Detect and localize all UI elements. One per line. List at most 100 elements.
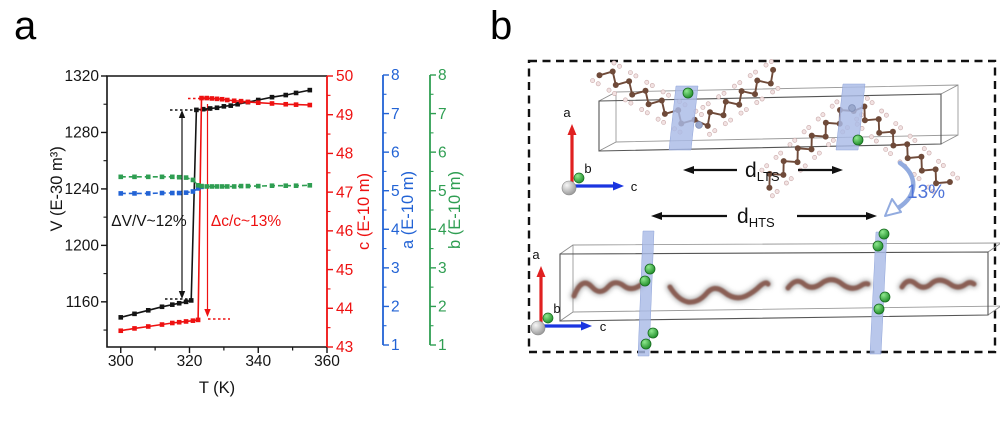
c-atom [808, 132, 815, 139]
h-atom [787, 142, 793, 147]
h-atom [869, 134, 874, 140]
d-hts-label: dHTS [737, 205, 775, 230]
h-atom [737, 80, 743, 86]
h-atom [722, 121, 728, 127]
box-depth-edge [987, 243, 1000, 253]
tick-label-c: 48 [336, 146, 353, 163]
c-axis-label: c [600, 319, 607, 334]
data-point [228, 103, 234, 108]
h-atom [743, 107, 749, 112]
h-atom [721, 90, 727, 96]
c-axis-arrow-head [613, 181, 624, 191]
data-point [214, 184, 220, 189]
h-atom [595, 81, 601, 87]
h-atom [884, 112, 889, 118]
data-point [245, 99, 251, 105]
y-axis-a: 1 2 3 4 5 6 7 8 a (E-10 m) [382, 67, 417, 354]
box-depth-edge [940, 134, 959, 145]
h-atom [888, 151, 893, 156]
h-atom [907, 133, 913, 139]
c-atom [770, 66, 777, 73]
d-hts-arrow-right [797, 212, 877, 220]
h-atom [898, 125, 903, 131]
polymer-squiggle [667, 280, 771, 305]
c-atom [609, 68, 616, 75]
h-atom [759, 167, 765, 173]
data-point [307, 183, 313, 188]
data-point [118, 328, 124, 334]
data-point [293, 90, 299, 96]
h-atom [712, 128, 718, 134]
h-atom [806, 125, 812, 130]
data-point [183, 175, 189, 180]
box-depth-edge [987, 306, 1000, 316]
tick-label-a: 5 [391, 183, 400, 200]
axis-title-b: b (E-10 m) [446, 171, 464, 249]
tick-label-V: 1320 [65, 68, 100, 85]
h-atom [707, 131, 712, 137]
h-atom [916, 176, 922, 182]
c-atom [932, 166, 939, 173]
h-atom [873, 138, 879, 144]
tick-label-a: 3 [391, 260, 400, 277]
h-atom [829, 103, 835, 109]
c-atom [933, 180, 940, 187]
panel-b-diagram: a b c a b c dLTS dHTS 13% [527, 59, 1000, 357]
h-atom [617, 63, 622, 69]
tick-label-a: 1 [391, 337, 400, 354]
data-point [170, 174, 175, 180]
data-point [176, 319, 182, 325]
pct-label: 13% [907, 182, 945, 203]
panel-a-chart: 300 320 340 360 T (K) 1160 1200 1240 1280 1320 V (… [48, 67, 464, 397]
crystal-plane-hts-left [637, 230, 655, 357]
tick-label-a: 6 [391, 144, 400, 161]
data-point [200, 106, 206, 112]
x-axis-title: T (K) [199, 379, 235, 397]
data-point [307, 102, 313, 108]
c-atom [876, 129, 883, 136]
c-atom [766, 184, 773, 191]
h-atom [644, 79, 650, 85]
data-point [307, 87, 313, 93]
data-point [225, 184, 230, 189]
data-point [190, 189, 196, 194]
data-point [176, 300, 182, 306]
data-point [209, 96, 215, 101]
data-point [183, 299, 189, 305]
data-point [145, 308, 151, 313]
panel-b-letter: b [490, 4, 513, 48]
c-atom [629, 91, 636, 98]
shrink-arrow-head [884, 198, 902, 217]
c-atom [822, 119, 829, 126]
b-axis-label: b [553, 301, 560, 316]
data-point [159, 304, 165, 310]
h-atom [784, 180, 789, 186]
data-point [283, 183, 289, 188]
c-atom [875, 116, 882, 123]
tick-label-a: 4 [391, 221, 400, 238]
h-atom [770, 89, 775, 95]
c-atom [904, 141, 911, 148]
h-atom [802, 163, 808, 169]
c-atom [720, 112, 727, 119]
c-atom [918, 153, 925, 160]
data-point [145, 324, 151, 329]
h-atom [660, 89, 666, 95]
h-atom [936, 158, 941, 164]
h-atom [830, 137, 836, 143]
a-axis-label: a [532, 247, 540, 262]
data-point [214, 105, 220, 111]
plot-frame [106, 75, 327, 348]
data-point [255, 97, 261, 103]
tick-label-c: 47 [336, 184, 353, 201]
green-atom [878, 228, 890, 240]
data-point [159, 190, 165, 196]
h-atom [778, 150, 784, 156]
series-line-a [120, 186, 202, 195]
h-atom [792, 137, 798, 143]
c-atom [661, 110, 668, 117]
c-atom [754, 77, 761, 84]
green-atom [639, 275, 651, 287]
h-atom [883, 146, 889, 152]
h-atom [926, 150, 932, 156]
